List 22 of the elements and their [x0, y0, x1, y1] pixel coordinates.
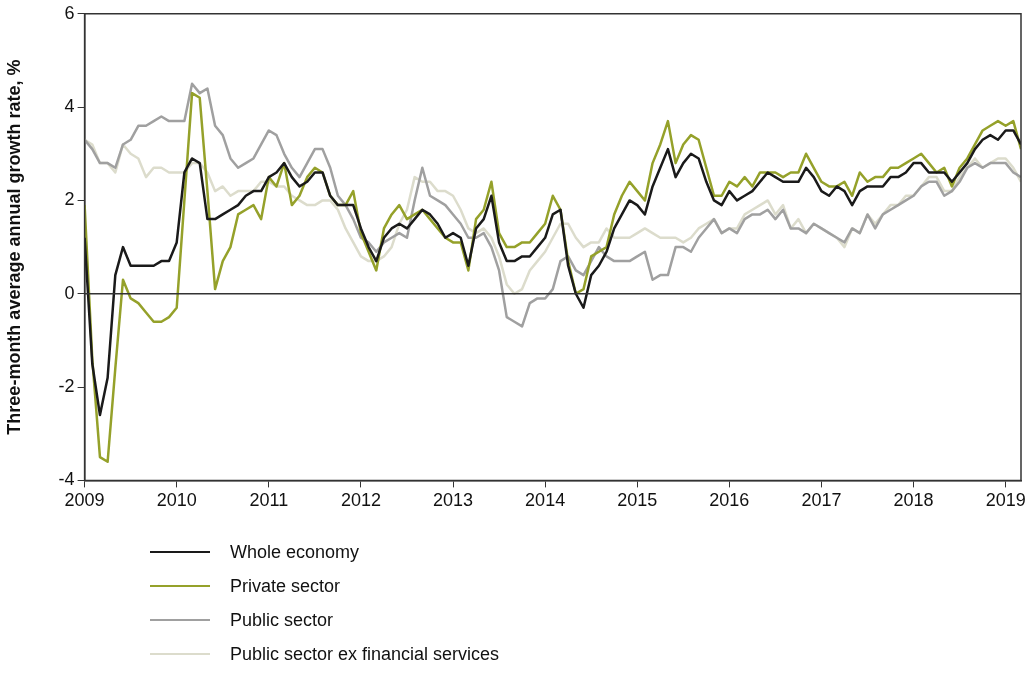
x-tick-label: 2018 — [893, 490, 934, 511]
x-tick-label: 2017 — [801, 490, 842, 511]
x-tick-label: 2019 — [985, 490, 1026, 511]
y-tick-label: 6 — [64, 2, 75, 23]
y-tick-label: -4 — [58, 469, 75, 490]
x-tick-label: 2013 — [433, 490, 474, 511]
legend-label: Private sector — [230, 575, 341, 597]
legend-label: Public sector — [230, 609, 334, 631]
legend-label: Whole economy — [230, 541, 360, 563]
y-tick-label: 0 — [64, 282, 75, 303]
legend-label: Public sector ex financial services — [230, 643, 500, 665]
y-tick-label: 4 — [64, 96, 75, 117]
x-tick-label: 2009 — [64, 490, 105, 511]
x-tick-label: 2010 — [156, 490, 197, 511]
x-tick-label: 2014 — [525, 490, 566, 511]
x-tick-label: 2016 — [709, 490, 750, 511]
x-tick-label: 2015 — [617, 490, 658, 511]
y-tick-label: -2 — [58, 376, 75, 397]
y-axis-title: Three-month average annual growth rate, % — [3, 59, 24, 435]
x-tick-label: 2011 — [249, 490, 289, 511]
y-tick-label: 2 — [64, 189, 75, 210]
x-tick-label: 2012 — [340, 490, 381, 511]
